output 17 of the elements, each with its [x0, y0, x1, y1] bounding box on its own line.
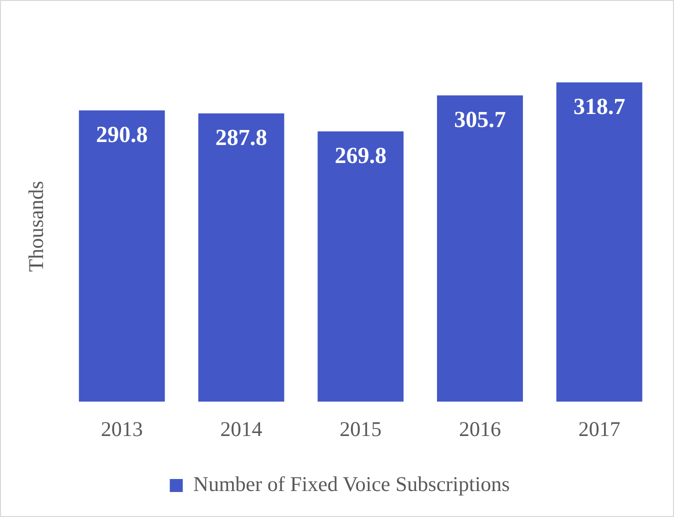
y-axis-title: Thousands: [24, 180, 48, 272]
x-tick-label: 2015: [340, 416, 382, 441]
data-label: 318.7: [573, 94, 626, 119]
bar: [78, 110, 165, 402]
bar: [556, 82, 642, 402]
x-tick-label: 2013: [100, 416, 143, 441]
legend-label: Number of Fixed Voice Subscriptions: [193, 472, 510, 496]
x-tick-label: 2017: [578, 416, 620, 441]
x-tick-label: 2016: [458, 416, 501, 441]
bar: [436, 95, 523, 402]
bar: [198, 113, 284, 402]
x-tick-label: 2014: [220, 416, 263, 441]
bar: [318, 131, 404, 402]
data-label: 269.8: [334, 142, 386, 168]
data-label: 305.7: [454, 106, 506, 132]
data-label: 287.8: [215, 124, 268, 150]
data-label: 290.8: [96, 122, 148, 147]
